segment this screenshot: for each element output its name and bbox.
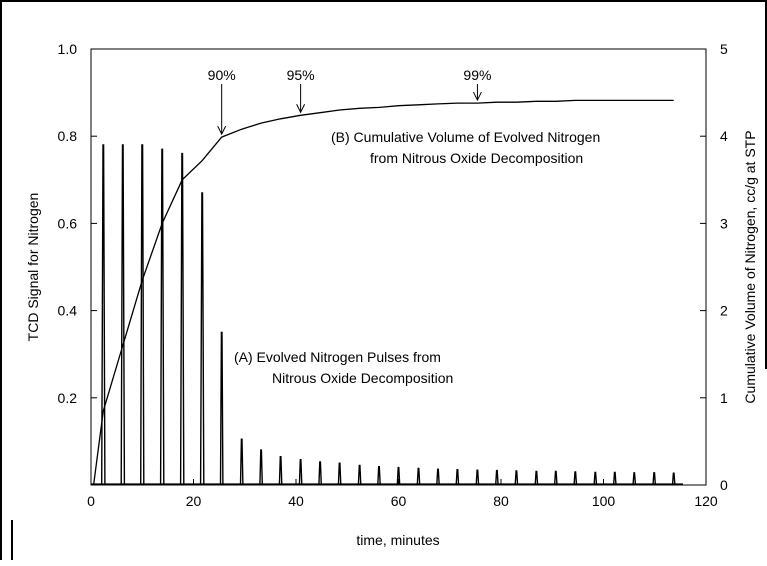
pulse-peak [357,464,362,486]
y-right-tick-label: 1 [720,390,728,406]
y-right-tick-label: 3 [720,215,728,231]
y-axis-right-title: Cumulative Volume of Nitrogen, cc/g at S… [742,130,758,403]
pulse-peak [159,148,165,486]
pulse-peak [259,449,263,486]
annotation-label: 95% [287,67,315,83]
pulse-peak [652,472,657,486]
pulse-peak [179,152,185,486]
pulse-peak [612,471,617,486]
x-tick-label: 80 [493,493,509,509]
x-tick-label: 0 [87,493,95,509]
pulse-peak [534,470,539,486]
y-left-tick-label: 0.4 [58,303,78,319]
annotation-label: 90% [208,67,236,83]
y-left-tick-label: 1.0 [58,41,78,57]
label-a-line1: (A) Evolved Nitrogen Pulses from [234,349,441,365]
y-left-tick-label: 0.6 [58,215,78,231]
pulse-peak [593,471,598,486]
pulse-peak [416,467,421,486]
pulse-peak [278,456,283,486]
pulse-peak [377,466,381,486]
pulse-peak [436,468,440,486]
pulse-peak [298,459,303,486]
pulse-peak [140,144,145,486]
pulse-peak [671,472,676,486]
y-right-tick-label: 2 [720,303,728,319]
series-b-cumulative-line [92,99,674,486]
pulse-peak [632,472,637,486]
pulse-peak [553,470,558,486]
x-tick-label: 60 [391,493,407,509]
x-axis-ticks: 0 20 40 60 80 100 120 [87,479,718,509]
y-axis-left-ticks: 0.2 0.4 0.6 0.8 1.0 [58,41,97,406]
y-right-tick-label: 4 [720,128,728,144]
label-a-line2: Nitrous Oxide Decomposition [272,370,453,386]
annotation-arrowhead [472,91,482,102]
y-right-tick-label: 0 [720,477,728,493]
y-right-tick-label: 5 [720,41,728,57]
y-left-tick-label: 0.2 [58,390,78,406]
x-tick-label: 100 [592,493,616,509]
pulse-peak [396,466,401,486]
annotation-arrowhead [296,104,306,114]
pulse-peak [101,144,106,486]
annotation-arrowhead [217,125,227,136]
pulse-peak [199,192,205,486]
pulse-peak [318,461,322,486]
y-axis-left-title: TCD Signal for Nitrogen [25,193,41,342]
pulse-peak [514,470,519,486]
y-axis-right-ticks: 0 1 2 3 4 5 [700,41,728,493]
x-tick-label: 120 [694,493,718,509]
label-b-line1: (B) Cumulative Volume of Evolved Nitroge… [331,129,600,145]
pulse-peak [495,469,499,486]
pulse-peak [120,144,126,486]
series-a-pulses [91,144,683,486]
x-tick-label: 40 [288,493,304,509]
pulse-peak [475,469,480,486]
label-b-line2: from Nitrous Oxide Decomposition [370,150,583,166]
pulse-peak [337,462,342,486]
annotation-label: 99% [463,67,491,83]
pulse-peak [239,438,244,486]
y-left-tick-label: 0.8 [58,128,78,144]
x-axis-title: time, minutes [356,532,439,548]
pulse-peak [455,469,460,486]
pulse-peak [219,331,224,486]
percent-annotations: 90% 95% 99% [208,67,491,136]
x-tick-label: 20 [186,493,202,509]
pulse-peak [573,471,578,486]
